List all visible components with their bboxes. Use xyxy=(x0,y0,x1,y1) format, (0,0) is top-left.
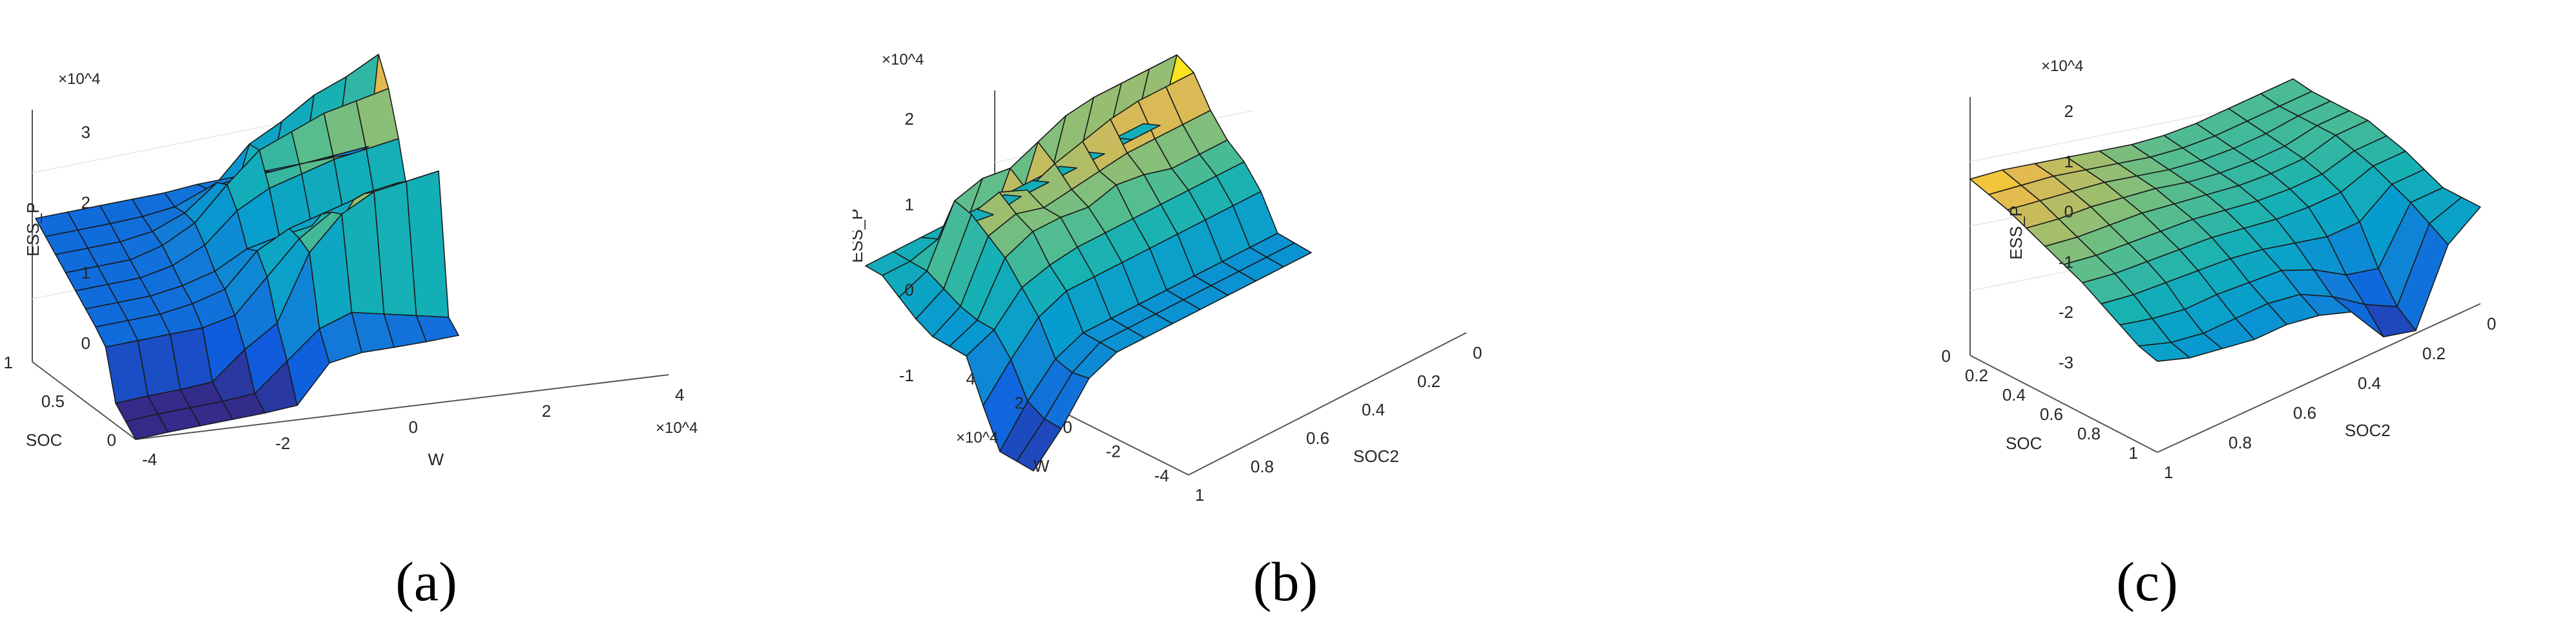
y-tick-label: 2 xyxy=(542,401,551,421)
surface-chart-b: -1 0 1 2 ×10^4 ESS_P -4 -2 0 2 4 W 1 0.8 0.6 0.4 0.2 0 SOC… xyxy=(853,51,1482,505)
z-tick-label: 2 xyxy=(2064,101,2073,121)
x-exponent-label: ×10^4 xyxy=(956,429,998,446)
x-tick-label: 0.4 xyxy=(2002,385,2026,404)
x-axis-line xyxy=(32,361,136,440)
y-tick-label: 0.4 xyxy=(1362,400,1385,419)
z-tick-label: -2 xyxy=(2059,302,2073,322)
x-tick-label: 1 xyxy=(2129,443,2138,463)
x-tick-label: 0.6 xyxy=(2040,404,2063,424)
y-tick-label: 0 xyxy=(2487,314,2496,333)
x-tick-label: 0.5 xyxy=(41,392,65,411)
y-tick-label: 0.6 xyxy=(2293,403,2316,423)
caption-a: (a) xyxy=(395,551,457,613)
x-tick-label: 0 xyxy=(1063,417,1072,437)
z-tick-label: 3 xyxy=(81,123,90,142)
z-tick-label: 1 xyxy=(81,263,90,282)
y-tick-label: 0.4 xyxy=(2358,373,2381,393)
z-tick-label: 0 xyxy=(2064,202,2073,222)
x-tick-label: 4 xyxy=(966,369,975,388)
panel-b: -1 0 1 2 ×10^4 ESS_P -4 -2 0 2 4 W 1 0.8 0.6 0.4 0.2 0 SOC… xyxy=(853,0,1718,619)
z-exponent-label: ×10^4 xyxy=(2041,58,2083,75)
z-tick-label: 2 xyxy=(81,193,90,212)
z-axis-label: ESS_P xyxy=(853,209,866,263)
y-axis-line xyxy=(135,374,669,440)
x-tick-label: 0 xyxy=(107,430,116,450)
y-axis-label: SOC2 xyxy=(2345,421,2391,440)
surface-patch xyxy=(2138,342,2190,362)
x-axis-label: SOC xyxy=(2006,434,2042,453)
y-axis-label: SOC2 xyxy=(1353,446,1399,466)
x-axis-label: SOC xyxy=(26,430,62,450)
y-axis-line xyxy=(2157,303,2481,453)
y-tick-label: 4 xyxy=(675,385,684,404)
z-tick-label: -1 xyxy=(2059,252,2073,271)
surface xyxy=(35,54,459,440)
z-exponent-label: ×10^4 xyxy=(882,51,924,68)
z-tick-label: -3 xyxy=(2059,353,2073,372)
z-tick-label: 0 xyxy=(81,333,90,353)
panel-a: 0 1 2 3 ×10^4 ESS_P 0 0.5 1 SOC -4 -2 0 2 4 W ×10^4 (a) xyxy=(0,0,853,619)
panel-c: -3 -2 -1 0 1 2 ×10^4 ESS_P 1 0.8 0.6 0.4 0.2 0 SOC 1 0.8… xyxy=(1718,0,2576,619)
z-tick-label: 0 xyxy=(905,280,914,300)
y-tick-label: 0 xyxy=(409,417,418,437)
x-tick-label: 0.2 xyxy=(1965,366,1988,385)
surface-chart-c: -3 -2 -1 0 1 2 ×10^4 ESS_P 1 0.8 0.6 0.4 0.2 0 SOC 1 0.8… xyxy=(1942,58,2497,482)
caption-c: (c) xyxy=(2116,551,2178,613)
y-tick-label: 1 xyxy=(2164,463,2173,482)
z-tick-label: 1 xyxy=(2064,152,2073,171)
y-exponent-label: ×10^4 xyxy=(656,419,698,437)
z-axis-label: ESS_P xyxy=(23,202,43,257)
y-tick-label: 0 xyxy=(1473,343,1482,362)
y-tick-label: 1 xyxy=(1195,485,1204,505)
x-axis-line xyxy=(1969,355,2158,453)
surface xyxy=(865,54,1312,472)
y-tick-label: -4 xyxy=(142,450,157,469)
surface-patch xyxy=(125,414,169,440)
x-axis-label: W xyxy=(1034,456,1050,476)
x-tick-label: -4 xyxy=(1154,466,1169,485)
y-tick-label: 0.2 xyxy=(2422,344,2446,363)
y-tick-label: 0.8 xyxy=(2228,433,2252,452)
surface xyxy=(1969,78,2481,362)
z-exponent-label: ×10^4 xyxy=(58,70,100,88)
z-tick-label: 1 xyxy=(905,194,914,214)
z-axis-label: ESS_P xyxy=(2006,205,2026,260)
z-tick-label: -1 xyxy=(899,366,914,385)
y-tick-label: 0.6 xyxy=(1306,428,1329,448)
caption-b: (b) xyxy=(1252,551,1318,613)
y-tick-label: -2 xyxy=(275,434,290,453)
surface-patch xyxy=(2364,304,2416,338)
grid-line xyxy=(1969,109,2229,162)
surface-patch xyxy=(1016,418,1062,472)
x-tick-label: 1 xyxy=(4,353,13,372)
x-tick-label: 0.8 xyxy=(2077,424,2101,443)
y-tick-label: 0.2 xyxy=(1417,372,1440,391)
surface-chart-a: 0 1 2 3 ×10^4 ESS_P 0 0.5 1 SOC -4 -2 0 2 4 W ×10^4 xyxy=(4,54,698,469)
x-tick-label: 0 xyxy=(1942,346,1951,366)
y-tick-label: 0.8 xyxy=(1251,457,1274,476)
x-tick-label: -2 xyxy=(1106,442,1121,461)
z-tick-label: 2 xyxy=(905,109,914,129)
y-axis-label: W xyxy=(428,450,444,469)
y-axis-line xyxy=(1188,332,1467,476)
grid-line xyxy=(32,120,291,174)
x-tick-label: 2 xyxy=(1015,393,1024,413)
